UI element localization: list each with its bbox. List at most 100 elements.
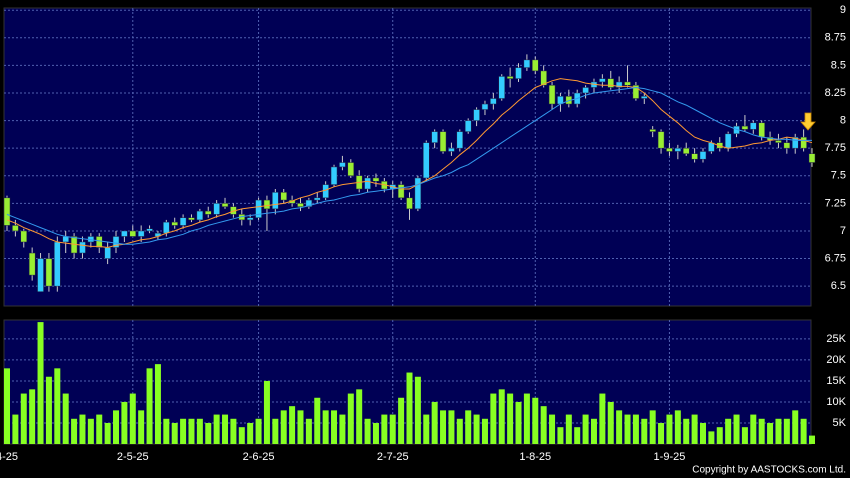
volume-bar — [440, 410, 447, 444]
volume-bar — [314, 397, 321, 444]
volume-bar — [12, 414, 19, 444]
y-tick-label: 8.5 — [831, 59, 846, 71]
y-tick-label: 7 — [840, 225, 846, 237]
candle-body — [741, 125, 749, 130]
volume-bar — [549, 414, 556, 444]
volume-bar — [62, 393, 69, 444]
candle-body — [280, 192, 287, 201]
volume-bar — [280, 410, 287, 444]
volume-bar — [37, 322, 44, 444]
candle-body — [431, 131, 438, 143]
volume-bar — [96, 414, 103, 444]
candle-body — [691, 153, 698, 160]
candle-body — [582, 87, 589, 94]
volume-bar — [129, 393, 136, 444]
candle-body — [3, 197, 11, 226]
candle-body — [171, 221, 178, 226]
volume-bar — [465, 410, 472, 444]
volume-bar — [146, 368, 153, 444]
volume-bar — [372, 422, 379, 444]
volume-bar — [205, 422, 212, 444]
volume-bar — [783, 418, 790, 444]
volume-bar — [364, 418, 371, 444]
y-tick-label: 20K — [826, 354, 846, 366]
volume-bar — [289, 406, 296, 444]
volume-bar — [238, 427, 245, 444]
candle-body — [490, 98, 497, 105]
copyright: Copyright by AASTOCKS.com Ltd. — [692, 465, 846, 476]
candle-body — [506, 76, 514, 79]
volume-bar — [305, 418, 312, 444]
volume-bar — [616, 410, 623, 444]
volume-bar — [515, 401, 522, 444]
volume-bar — [113, 410, 120, 444]
candle-body — [632, 85, 640, 99]
candle-body — [20, 230, 28, 243]
y-tick-label: 7.75 — [825, 142, 846, 154]
volume-bar — [658, 422, 665, 444]
volume-bar — [683, 418, 690, 444]
candle-body — [297, 203, 304, 207]
volume-bar — [398, 397, 405, 444]
candle-body — [406, 197, 413, 210]
candle-body — [448, 147, 455, 152]
candle-body — [28, 252, 36, 276]
candle-body — [163, 221, 170, 234]
candle-body — [263, 199, 271, 210]
candle-body — [498, 76, 505, 99]
x-tick-label: 2-6-25 — [243, 451, 275, 463]
volume-bar — [523, 393, 530, 444]
x-tick-label: 2-7-25 — [377, 451, 409, 463]
volume-bar — [590, 418, 597, 444]
candle-body — [314, 197, 321, 201]
volume-bar — [800, 418, 807, 444]
volume-bar — [423, 414, 430, 444]
candle-body — [104, 247, 111, 259]
candle-body — [716, 142, 724, 149]
volume-bar — [557, 427, 564, 444]
y-tick-label: 7.25 — [825, 197, 846, 209]
volume-bar — [674, 410, 681, 444]
volume-bar — [699, 422, 706, 444]
y-tick-label: 10K — [826, 396, 846, 408]
candle-body — [221, 203, 229, 207]
volume-bar — [725, 418, 732, 444]
volume-bar — [716, 427, 723, 444]
candle-body — [800, 136, 807, 149]
candle-body — [481, 103, 489, 110]
volume-bar — [20, 393, 27, 444]
volume-bar — [104, 422, 111, 444]
volume-bar — [154, 364, 161, 444]
volume-bar — [138, 410, 145, 444]
y-tick-label: 8 — [840, 114, 846, 126]
volume-bar — [121, 401, 128, 444]
candle-body — [372, 177, 380, 182]
x-tick-label: 1-8-25 — [519, 451, 551, 463]
volume-bar — [339, 414, 346, 444]
candle-body — [783, 142, 791, 149]
y-tick-label: 15K — [826, 375, 846, 387]
candle-body — [205, 210, 212, 215]
volume-bar — [741, 427, 748, 444]
candle-body — [750, 122, 757, 130]
candle-body — [213, 203, 220, 215]
candle-body — [322, 184, 329, 199]
volume-bar — [565, 414, 572, 444]
signal-arrow — [800, 112, 816, 131]
candle-body — [272, 192, 279, 210]
x-tick-label: 4-25 — [0, 451, 18, 463]
candle-body — [615, 81, 623, 88]
volume-bar — [79, 414, 86, 444]
volume-bar — [809, 435, 815, 444]
volume-bar — [222, 414, 229, 444]
volume-bar — [297, 410, 304, 444]
volume-bar — [255, 418, 262, 444]
y-tick-label: 8.75 — [825, 32, 846, 44]
candle-body — [808, 153, 816, 163]
candle-body — [45, 258, 53, 287]
candle-body — [397, 184, 405, 199]
candle-body — [641, 96, 648, 99]
candle-body — [548, 85, 556, 105]
candle-body — [666, 147, 673, 152]
volume-bar — [574, 427, 581, 444]
